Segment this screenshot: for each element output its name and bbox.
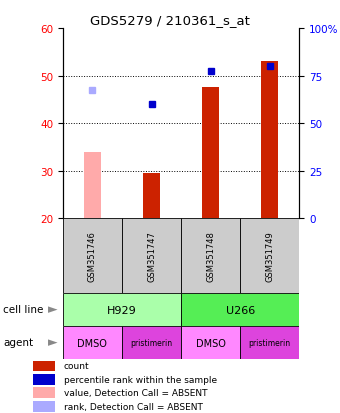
Text: GSM351748: GSM351748 (206, 231, 215, 281)
Bar (33, 361, 55, 371)
Bar (122, 219, 181, 293)
Bar (122, 326, 181, 359)
Text: U266: U266 (225, 305, 255, 315)
Text: agent: agent (3, 337, 34, 347)
Bar (33, 374, 55, 385)
Text: DMSO: DMSO (195, 338, 225, 348)
Bar (84, 152, 101, 219)
Text: value, Detection Call = ABSENT: value, Detection Call = ABSENT (64, 388, 207, 397)
Text: GSM351746: GSM351746 (88, 231, 97, 281)
Bar (33, 401, 55, 412)
Text: pristimerin: pristimerin (249, 338, 291, 347)
Bar (33, 387, 55, 398)
Bar (63, 219, 122, 293)
Bar (63, 293, 181, 326)
Text: cell line: cell line (3, 304, 44, 314)
Bar (181, 326, 240, 359)
Bar (181, 219, 240, 293)
Bar (202, 88, 219, 219)
Text: ►: ► (48, 302, 57, 316)
Text: DMSO: DMSO (78, 338, 107, 348)
Text: rank, Detection Call = ABSENT: rank, Detection Call = ABSENT (64, 402, 203, 411)
Text: pristimerin: pristimerin (131, 338, 173, 347)
Bar (143, 174, 160, 219)
Bar (181, 293, 299, 326)
Text: ►: ► (48, 335, 57, 349)
Text: GSM351749: GSM351749 (265, 231, 274, 281)
Text: GDS5279 / 210361_s_at: GDS5279 / 210361_s_at (90, 14, 250, 27)
Bar (261, 62, 278, 219)
Text: H929: H929 (107, 305, 137, 315)
Bar (240, 219, 299, 293)
Text: GSM351747: GSM351747 (147, 231, 156, 281)
Text: percentile rank within the sample: percentile rank within the sample (64, 375, 217, 384)
Bar (63, 326, 122, 359)
Text: count: count (64, 361, 89, 370)
Bar (240, 326, 299, 359)
